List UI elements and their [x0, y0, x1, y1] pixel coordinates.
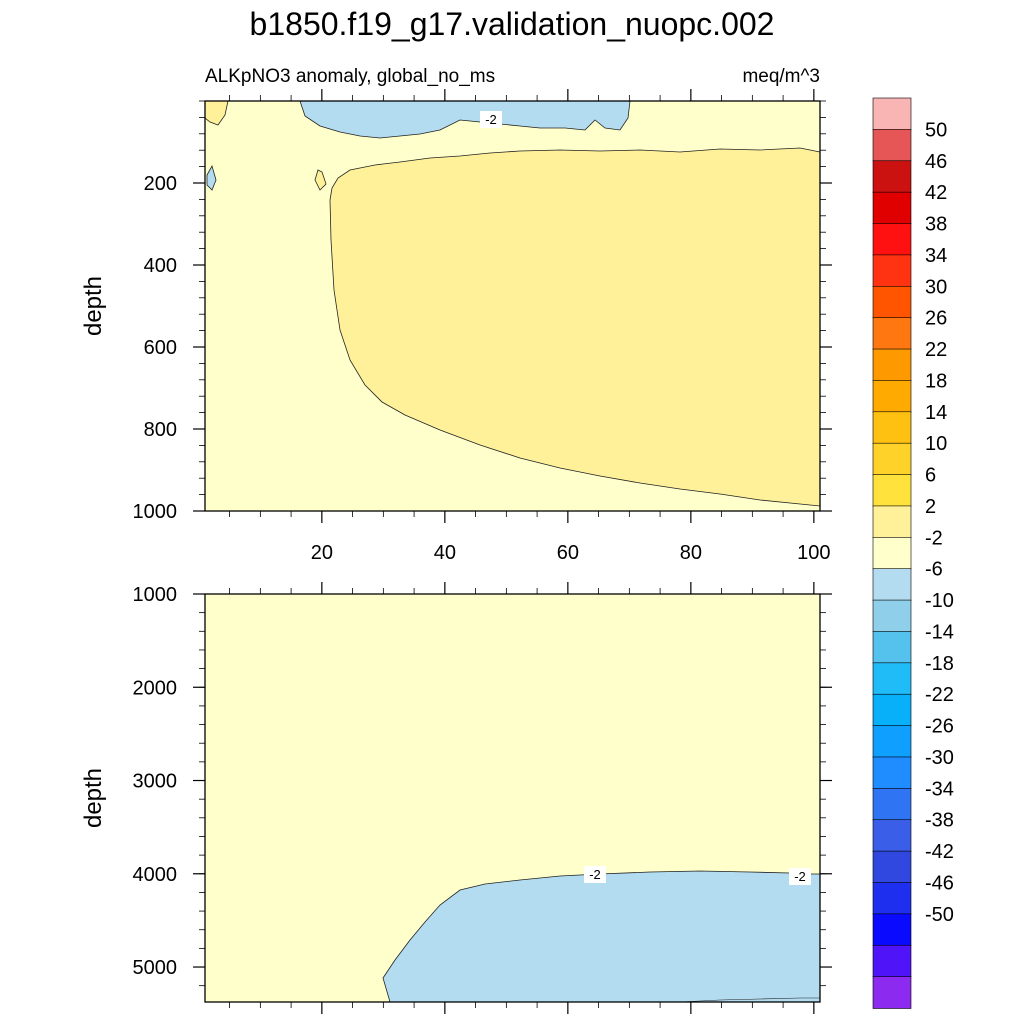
colorbar-label: -10 [925, 590, 954, 612]
y-tick-label: 200 [144, 173, 177, 195]
colorbar-label: -34 [925, 778, 954, 800]
colorbar-label: 34 [925, 245, 947, 267]
y-tick-label: 5000 [133, 957, 178, 979]
upper-positive-small-blob [314, 169, 327, 191]
colorbar-label: 14 [925, 402, 947, 424]
lower-contour-label-1: -2 [589, 867, 601, 882]
colorbar-swatch [872, 254, 912, 288]
colorbar-label: 18 [925, 370, 947, 392]
colorbar-swatch [872, 223, 912, 256]
upper-surface-band [205, 101, 820, 511]
upper-ylabel: depth [80, 276, 107, 336]
colorbar-swatch [872, 317, 912, 350]
lower-panel: -2 -2 1000 2000 3000 4000 5000 depth [80, 582, 832, 1014]
colorbar-label: 10 [925, 433, 947, 455]
y-tick-label: 4000 [133, 864, 178, 886]
colorbar-swatch [872, 129, 912, 162]
colorbar: 50 46 42 38 34 30 26 22 18 14 10 6 2 -2 -6 -10 -14 -18 -22… [872, 97, 954, 1009]
colorbar-swatch [872, 944, 912, 978]
colorbar-label: 26 [925, 308, 947, 330]
colorbar-label: 42 [925, 182, 947, 204]
subtitle-right: meq/m^3 [742, 66, 820, 87]
colorbar-swatch [872, 976, 912, 1009]
subtitle-left: ALKpNO3 anomaly, global_no_ms [205, 66, 495, 87]
y-tick-label: 400 [144, 255, 177, 277]
y-tick-label: 1000 [133, 501, 178, 523]
colorbar-label: -2 [925, 527, 943, 549]
colorbar-label: -26 [925, 716, 954, 738]
colorbar-swatch [872, 599, 912, 633]
lower-frame [204, 593, 821, 1003]
upper-panel: -2 200 400 600 800 1000 20 40 60 80 100 depth [80, 89, 832, 564]
y-tick-label: 800 [144, 419, 177, 441]
colorbar-label: -50 [925, 904, 954, 926]
y-tick-label: 1000 [133, 584, 178, 606]
upper-contour-label: -2 [485, 112, 497, 127]
colorbar-swatch [872, 788, 912, 821]
y-tick-label: 2000 [133, 677, 178, 699]
x-tick-label: 60 [557, 542, 579, 564]
y-tick-label: 600 [144, 337, 177, 359]
colorbar-swatch [872, 850, 912, 884]
colorbar-label: 38 [925, 214, 947, 236]
lower-contour-label-2: -2 [794, 869, 806, 884]
colorbar-label: 22 [925, 339, 947, 361]
colorbar-swatch [872, 442, 912, 476]
lower-deep-contour [679, 997, 820, 1003]
lower-ylabel: depth [80, 768, 107, 828]
colorbar-swatch [872, 725, 912, 758]
colorbar-label: -22 [925, 684, 954, 706]
upper-axis-ticks: 200 400 600 800 1000 20 40 60 80 100 [133, 89, 832, 564]
colorbar-label: -38 [925, 810, 954, 832]
upper-negative-left-blob [206, 164, 217, 191]
colorbar-label: 30 [925, 276, 947, 298]
colorbar-swatch [872, 882, 912, 915]
x-tick-label: 40 [434, 542, 456, 564]
colorbar-swatch [872, 160, 912, 193]
colorbar-label: -46 [925, 872, 954, 894]
x-tick-label: 20 [311, 542, 333, 564]
colorbar-swatch [872, 191, 912, 225]
colorbar-label: 50 [925, 119, 947, 141]
colorbar-swatch [872, 693, 912, 727]
colorbar-swatch [872, 97, 912, 131]
colorbar-swatch [872, 380, 912, 413]
colorbar-label: -14 [925, 621, 954, 643]
colorbar-label: 46 [925, 151, 947, 173]
colorbar-swatch [872, 662, 912, 696]
colorbar-label: -18 [925, 653, 954, 675]
colorbar-label: 2 [925, 496, 936, 518]
colorbar-swatch [872, 913, 912, 947]
lower-axis-ticks: 1000 2000 3000 4000 5000 [133, 582, 832, 1014]
colorbar-swatch [872, 505, 912, 539]
colorbar-swatch [872, 474, 912, 507]
colorbar-swatch [872, 537, 912, 570]
upper-frame [204, 100, 821, 512]
upper-positive-contour [329, 147, 821, 507]
y-tick-label: 3000 [133, 771, 178, 793]
colorbar-swatch [872, 819, 912, 852]
colorbar-label: -30 [925, 747, 954, 769]
lower-contour-label-box-1 [584, 866, 606, 883]
x-tick-label: 80 [680, 542, 702, 564]
colorbar-label: 6 [925, 465, 936, 487]
colorbar-swatch [872, 411, 912, 444]
colorbar-swatch [872, 285, 912, 319]
colorbar-swatch [872, 348, 912, 382]
colorbar-swatch [872, 756, 912, 790]
colorbar-swatch [872, 568, 912, 601]
chart-title: b1850.f19_g17.validation_nuopc.002 [250, 6, 775, 42]
lower-contour-label-box-2 [789, 868, 811, 885]
x-tick-label: 100 [797, 542, 830, 564]
upper-contour-label-box [480, 111, 502, 128]
colorbar-label: -42 [925, 841, 954, 863]
colorbar-swatch [872, 631, 912, 664]
colorbar-label: -6 [925, 559, 943, 581]
